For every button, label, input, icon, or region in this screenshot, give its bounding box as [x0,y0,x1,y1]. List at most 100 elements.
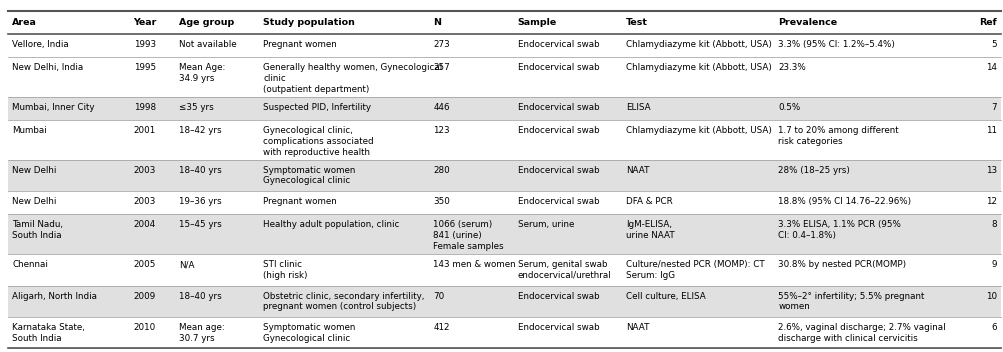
Text: 18–40 yrs: 18–40 yrs [179,291,222,301]
Text: New Delhi: New Delhi [12,166,56,175]
Text: 28% (18–25 yrs): 28% (18–25 yrs) [777,166,850,175]
Text: 257: 257 [433,63,449,72]
Bar [8,120,1000,160]
Text: 7: 7 [990,103,996,112]
Text: Test: Test [625,18,647,27]
Text: Prevalence: Prevalence [777,18,837,27]
Text: Tamil Nadu,
South India: Tamil Nadu, South India [12,220,63,240]
Text: 2009: 2009 [133,291,155,301]
Text: 1.7 to 20% among different
risk categories: 1.7 to 20% among different risk categori… [777,126,898,146]
Text: Mumbai, Inner City: Mumbai, Inner City [12,103,94,112]
Text: Endocervical swab: Endocervical swab [518,126,599,135]
Bar [8,34,1000,57]
Text: 18–40 yrs: 18–40 yrs [179,166,222,175]
Text: Suspected PID, Infertility: Suspected PID, Infertility [263,103,371,112]
Text: Mumbai: Mumbai [12,126,47,135]
Text: Generally healthy women, Gynecological
clinic
(outpatient department): Generally healthy women, Gynecological c… [263,63,442,94]
Text: Endocervical swab: Endocervical swab [518,323,599,332]
Text: ELISA: ELISA [625,103,650,112]
Text: Serum, urine: Serum, urine [518,220,574,230]
Text: IgM-ELISA,
urine NAAT: IgM-ELISA, urine NAAT [625,220,674,240]
Text: 70: 70 [433,291,444,301]
Text: N: N [433,18,441,27]
Text: 11: 11 [985,126,996,135]
Text: Year: Year [133,18,156,27]
Text: Mean Age:
34.9 yrs: Mean Age: 34.9 yrs [179,63,225,83]
Text: 1998: 1998 [133,103,155,112]
Text: 2003: 2003 [133,197,155,206]
Bar [8,285,1000,317]
Text: Chennai: Chennai [12,260,48,269]
Text: New Delhi: New Delhi [12,197,56,206]
Text: 2010: 2010 [133,323,155,332]
Bar [8,160,1000,191]
Text: 143 men & women: 143 men & women [433,260,516,269]
Bar [8,97,1000,120]
Text: Study population: Study population [263,18,355,27]
Text: DFA & PCR: DFA & PCR [625,197,672,206]
Text: 446: 446 [433,103,449,112]
Text: Endocervical swab: Endocervical swab [518,166,599,175]
Text: 2003: 2003 [133,166,155,175]
Text: 123: 123 [433,126,449,135]
Text: Endocervical swab: Endocervical swab [518,40,599,49]
Text: Culture/nested PCR (MOMP): CT
Serum: IgG: Culture/nested PCR (MOMP): CT Serum: IgG [625,260,764,280]
Text: New Delhi, India: New Delhi, India [12,63,83,72]
Text: 8: 8 [990,220,996,230]
Text: Age group: Age group [179,18,234,27]
Text: Sample: Sample [518,18,557,27]
Text: Aligarh, North India: Aligarh, North India [12,291,97,301]
Text: 412: 412 [433,323,449,332]
Text: 3.3% (95% CI: 1.2%–5.4%): 3.3% (95% CI: 1.2%–5.4%) [777,40,895,49]
Text: Endocervical swab: Endocervical swab [518,103,599,112]
Text: 2005: 2005 [133,260,155,269]
Text: 19–36 yrs: 19–36 yrs [179,197,222,206]
Text: 12: 12 [985,197,996,206]
Text: 2004: 2004 [133,220,155,230]
Text: 23.3%: 23.3% [777,63,805,72]
Text: 350: 350 [433,197,449,206]
Text: 1993: 1993 [133,40,155,49]
Text: 1066 (serum)
841 (urine)
Female samples: 1066 (serum) 841 (urine) Female samples [433,220,504,251]
Text: 18.8% (95% CI 14.76–22.96%): 18.8% (95% CI 14.76–22.96%) [777,197,911,206]
Text: 10: 10 [985,291,996,301]
Text: Gynecological clinic,
complications associated
with reproductive health: Gynecological clinic, complications asso… [263,126,374,157]
Bar [8,317,1000,348]
Text: NAAT: NAAT [625,323,649,332]
Text: Pregnant women: Pregnant women [263,40,337,49]
Text: Healthy adult population, clinic: Healthy adult population, clinic [263,220,399,230]
Bar [8,214,1000,254]
Text: 273: 273 [433,40,449,49]
Text: Pregnant women: Pregnant women [263,197,337,206]
Text: Mean age:
30.7 yrs: Mean age: 30.7 yrs [179,323,225,343]
Text: 1995: 1995 [133,63,155,72]
Text: NAAT: NAAT [625,166,649,175]
Text: Chlamydiazyme kit (Abbott, USA): Chlamydiazyme kit (Abbott, USA) [625,40,771,49]
Text: 6: 6 [991,323,996,332]
Text: Ref: Ref [978,18,996,27]
Text: Vellore, India: Vellore, India [12,40,69,49]
Text: 14: 14 [985,63,996,72]
Text: Symptomatic women
Gynecological clinic: Symptomatic women Gynecological clinic [263,323,355,343]
Text: 0.5%: 0.5% [777,103,799,112]
Text: Endocervical swab: Endocervical swab [518,63,599,72]
Text: 55%–2° infertility; 5.5% pregnant
women: 55%–2° infertility; 5.5% pregnant women [777,291,924,311]
Text: Karnataka State,
South India: Karnataka State, South India [12,323,85,343]
Bar [8,254,1000,285]
Text: N/A: N/A [179,260,195,269]
Text: Endocervical swab: Endocervical swab [518,197,599,206]
Text: 3.3% ELISA, 1.1% PCR (95%
CI: 0.4–1.8%): 3.3% ELISA, 1.1% PCR (95% CI: 0.4–1.8%) [777,220,901,240]
Text: Chlamydiazyme kit (Abbott, USA): Chlamydiazyme kit (Abbott, USA) [625,63,771,72]
Text: Cell culture, ELISA: Cell culture, ELISA [625,291,705,301]
Text: 18–42 yrs: 18–42 yrs [179,126,222,135]
Text: Chlamydiazyme kit (Abbott, USA): Chlamydiazyme kit (Abbott, USA) [625,126,771,135]
Text: 2.6%, vaginal discharge; 2.7% vaginal
discharge with clinical cervicitis: 2.6%, vaginal discharge; 2.7% vaginal di… [777,323,945,343]
Text: Symptomatic women
Gynecological clinic: Symptomatic women Gynecological clinic [263,166,355,186]
Text: Serum, genital swab
endocervical/urethral: Serum, genital swab endocervical/urethra… [518,260,611,280]
Text: 30.8% by nested PCR(MOMP): 30.8% by nested PCR(MOMP) [777,260,906,269]
Text: STI clinic
(high risk): STI clinic (high risk) [263,260,308,280]
Text: 9: 9 [991,260,996,269]
Text: 5: 5 [990,40,996,49]
Text: Obstetric clinic, secondary infertility,
pregnant women (control subjects): Obstetric clinic, secondary infertility,… [263,291,424,311]
Text: 15–45 yrs: 15–45 yrs [179,220,222,230]
